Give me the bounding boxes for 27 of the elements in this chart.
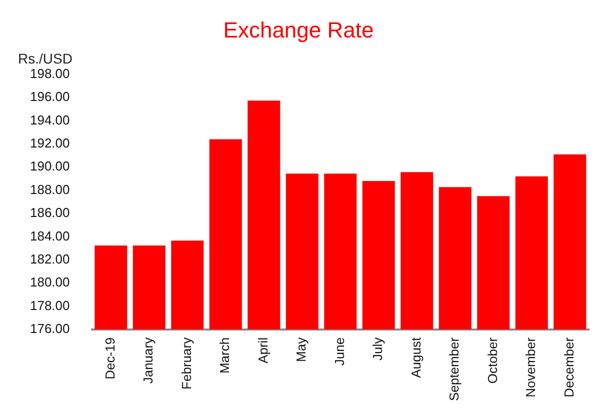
y-tick-label: 178.00 (30, 298, 70, 313)
x-tick-label: July (370, 336, 386, 361)
x-tick-label: September (446, 336, 462, 402)
y-tick-label: 188.00 (30, 182, 70, 197)
y-tick-label: 194.00 (30, 112, 70, 128)
x-tick-label: August (408, 337, 424, 378)
y-tick-label: 190.00 (30, 158, 70, 174)
x-tick-label: February (178, 336, 194, 390)
y-tick-label: 186.00 (30, 205, 70, 220)
x-tick-label: March (217, 337, 232, 374)
y-tick-label: 196.00 (30, 89, 70, 104)
x-tick-label: Dec-19 (102, 337, 118, 380)
x-tick-label: November (523, 336, 538, 398)
x-tick-label: October (484, 336, 500, 384)
y-tick-label: 192.00 (30, 136, 70, 151)
y-tick-label: 182.00 (30, 251, 70, 266)
x-tick-label: May (294, 336, 309, 362)
y-tick-label: 176.00 (30, 320, 70, 336)
x-tick-label: January (140, 336, 156, 384)
y-tick-label: 198.00 (30, 66, 70, 81)
x-tick-label: June (332, 337, 347, 366)
y-axis-title: Rs./USD (18, 50, 72, 66)
chart-title: Exchange Rate (223, 17, 374, 42)
x-tick-label: December (561, 336, 576, 398)
y-tick-label: 184.00 (30, 228, 70, 244)
x-tick-label: April (255, 337, 270, 364)
y-tick-label: 180.00 (30, 274, 70, 290)
